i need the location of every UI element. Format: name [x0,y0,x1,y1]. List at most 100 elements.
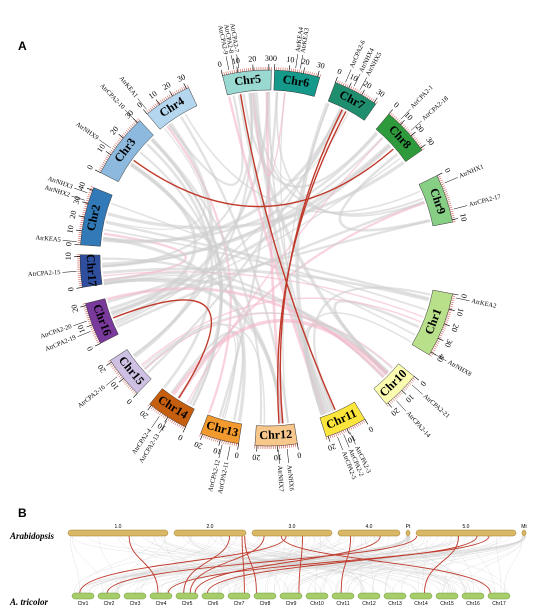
tick-mark [397,119,401,123]
tick-label: 0 [459,293,469,299]
tick-mark [159,100,163,103]
tick-mark [85,201,89,204]
highlighted-bar-link [298,535,303,594]
major-tick [220,69,223,76]
tick-mark [152,407,155,411]
gene-label: AtrCPA2-16 [77,383,108,409]
chromosome-block [85,298,119,344]
tick-mark [396,118,399,121]
tick-mark [411,379,414,382]
tick-mark [449,305,453,307]
highlighted-bar-link [207,535,478,594]
chromosome-label: Chr12 [259,427,292,442]
tick-mark [171,420,174,423]
synteny-link [115,109,345,326]
tick-mark [117,139,121,142]
tick-mark [112,146,116,149]
synteny-bar-link [167,535,452,594]
tick-label: 10 [231,56,240,66]
tick-mark [157,411,160,415]
tick-mark [440,181,444,184]
synteny-bar-link [211,535,526,594]
tick-mark [449,207,453,209]
tick-mark [390,399,394,403]
tick-mark [313,72,315,76]
chromosome-bar-label: Chr15 [440,601,454,607]
tick-mark [233,442,235,446]
tick-mark [177,89,180,93]
tick-mark [149,107,153,111]
synteny-bar-link [409,535,450,594]
gene-pointer [359,77,368,90]
tick-mark [161,99,164,102]
tick-mark [229,442,231,446]
tick-mark [80,221,84,223]
tick-mark [341,431,343,434]
tick-mark [127,385,131,389]
major-tick [443,323,450,327]
chromosome-label: Chr5 [234,71,262,88]
tick-mark [117,373,120,376]
tick-mark [104,158,108,161]
tick-mark [223,440,225,444]
synteny-link [109,144,392,311]
synteny-bar-link [220,535,497,594]
gene-pointer [453,205,468,210]
highlighted-bar-link [194,535,381,594]
chromosome-bar-label: 5.0 [463,524,470,530]
tick-label: 0 [177,433,185,443]
tick-label: 20 [161,80,172,92]
synteny-link [166,125,232,414]
major-tick [317,70,320,77]
tick-mark [357,423,360,426]
gene-label: AtrNHX1 [458,163,485,180]
tick-mark [402,388,406,391]
tick-mark [103,160,107,163]
tick-mark [340,81,343,85]
tick-mark [231,70,233,74]
tick-mark [127,128,130,131]
major-tick [218,439,221,446]
tick-mark [83,207,87,210]
synteny-bar-links [70,535,526,594]
tick-mark [342,430,345,434]
tick-mark [154,408,157,412]
chromosome-chr3: 0102030Chr3 [85,108,154,183]
tick-mark [213,438,215,442]
major-tick [413,376,419,381]
tick-mark [407,383,410,387]
chromosome-bar-label: Chr4 [156,601,167,607]
tick-mark [84,309,88,311]
tick-mark [448,309,452,311]
tick-mark [445,319,449,321]
chromosome-bar [383,592,407,600]
tick-label: 20 [96,363,108,375]
chromosome-bar-label: Chr11 [336,601,349,607]
tick-mark [407,130,411,133]
tick-mark [123,133,126,136]
tick-mark [81,217,85,219]
tick-mark [227,71,229,75]
tick-mark [124,131,128,134]
major-tick [118,133,124,139]
major-tick [164,416,169,423]
synteny-link [102,271,424,318]
major-tick [118,378,124,383]
synteny-bar-link [472,535,495,594]
gene-pointer [99,139,111,149]
synteny-bar-link [406,535,465,594]
tick-label: 0 [85,164,95,172]
tick-mark [169,419,172,422]
tick-mark [98,169,102,172]
major-tick [237,443,239,450]
chromosome-bar [227,592,251,600]
tick-mark [115,371,119,375]
major-tick [133,393,138,398]
tick-mark [450,301,454,303]
tick-mark [132,390,135,393]
tick-mark [82,211,86,213]
chromosome-chr17: 0 10 Chr17 [64,252,103,292]
tick-mark [172,92,175,96]
tick-mark [84,311,88,313]
